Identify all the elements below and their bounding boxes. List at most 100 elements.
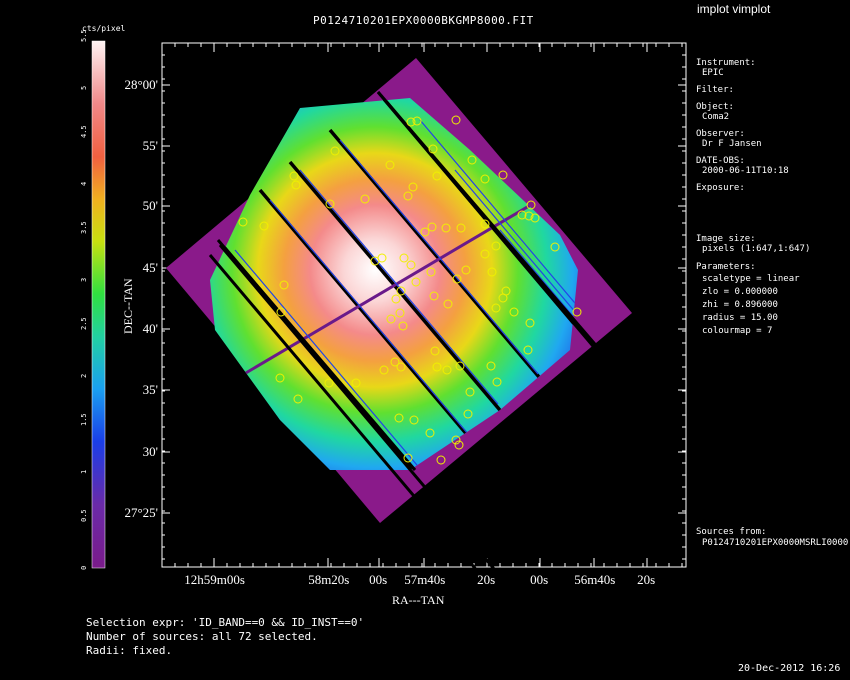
source-marker	[399, 253, 409, 263]
source-marker	[467, 155, 477, 165]
y-tick-label: 28°00'	[124, 77, 158, 92]
source-marker	[427, 222, 437, 232]
colorbar-tick-label: 5.5	[80, 29, 88, 42]
source-marker	[480, 174, 490, 184]
colorbar-tick-label: 1	[80, 469, 88, 474]
source-marker	[379, 365, 389, 375]
x-axis-label: RA---TAN	[392, 593, 445, 607]
y-tick-label: 30'	[142, 444, 158, 459]
app-label: implot vimplot	[697, 2, 771, 16]
source-marker	[403, 453, 413, 463]
x-tick-label: 20s	[477, 572, 496, 587]
source-marker	[452, 274, 462, 284]
x-tick-label: 56m40s	[574, 572, 616, 587]
x-tick-label: 57m40s	[404, 572, 446, 587]
x-tick-label: 58m20s	[308, 572, 350, 587]
source-marker	[526, 200, 536, 210]
source-marker	[480, 219, 490, 229]
info-label: Object:	[696, 102, 734, 112]
info-label: Observer:	[696, 129, 745, 139]
source-marker	[530, 213, 540, 223]
source-marker	[391, 294, 401, 304]
source-marker	[451, 115, 461, 125]
source-marker	[395, 308, 405, 318]
timestamp: 20-Dec-2012 16:26	[738, 663, 841, 674]
plot-title: P0124710201EPX0000BKGMP8000.FIT	[313, 14, 534, 27]
source-marker	[486, 361, 496, 371]
source-marker	[454, 440, 464, 450]
footer-radii: Radii: fixed.	[86, 644, 173, 657]
source-marker	[524, 211, 534, 221]
source-marker	[456, 223, 466, 233]
source-marker	[523, 345, 533, 355]
parameter-line: zhi = 0.896000	[702, 300, 778, 310]
source-marker	[411, 277, 421, 287]
y-tick-label: 45'	[142, 260, 158, 275]
source-marker	[436, 455, 446, 465]
parameter-line: scaletype = linear	[702, 274, 800, 284]
source-marker	[330, 146, 340, 156]
source-marker	[491, 303, 501, 313]
source-marker	[441, 223, 451, 233]
source-marker	[396, 362, 406, 372]
colorbar-tick-label: 0	[80, 565, 88, 570]
source-marker	[525, 318, 535, 328]
parameter-line: colourmap = 7	[702, 326, 773, 336]
source-marker	[259, 221, 269, 231]
footer-source-count: Number of sources: all 72 selected.	[86, 630, 318, 643]
info-label: Exposure:	[696, 183, 745, 193]
image-size-value: pixels (1:647,1:647)	[702, 244, 811, 254]
y-tick-label: 40'	[142, 321, 158, 336]
info-label: DATE-OBS:	[696, 156, 745, 166]
source-marker	[487, 267, 497, 277]
colorbar-tick-label: 3.5	[80, 221, 88, 234]
sources-label: Sources from:	[696, 527, 767, 537]
source-marker	[425, 428, 435, 438]
parameter-line: radius = 15.00	[702, 313, 778, 323]
source-marker	[360, 194, 370, 204]
source-marker	[463, 409, 473, 419]
source-marker	[461, 265, 471, 275]
colorbar-tick-label: 2	[80, 373, 88, 378]
source-marker	[386, 314, 396, 324]
y-tick-label: 27°25'	[124, 505, 158, 520]
colorbar-tick-label: 1.5	[80, 413, 88, 426]
source-marker	[406, 260, 416, 270]
source-marker	[398, 321, 408, 331]
source-marker	[390, 357, 400, 367]
colorbar-tick-label: 0.5	[80, 509, 88, 522]
source-marker	[394, 413, 404, 423]
info-value: Dr F Jansen	[702, 139, 762, 149]
colorbar-tick-label: 4.5	[80, 125, 88, 138]
y-axis-label: DEC--TAN	[121, 278, 135, 334]
source-marker	[385, 160, 395, 170]
footer-selection-expr: Selection expr: 'ID_BAND==0 && ID_INST==…	[86, 616, 365, 629]
source-marker	[451, 435, 461, 445]
source-marker	[409, 415, 419, 425]
info-label: Instrument:	[696, 58, 756, 68]
source-marker	[275, 373, 285, 383]
source-marker	[289, 171, 299, 181]
parameter-line: zlo = 0.000000	[702, 287, 778, 297]
image-size-label: Image size:	[696, 234, 756, 244]
x-tick-label: 20s	[637, 572, 656, 587]
info-value: EPIC	[702, 68, 724, 78]
source-marker	[420, 227, 430, 237]
source-marker	[279, 280, 289, 290]
colorbar-tick-label: 2.5	[80, 317, 88, 330]
source-marker	[351, 378, 361, 388]
colorbar	[92, 41, 105, 568]
source-marker	[443, 299, 453, 309]
source-marker	[406, 117, 416, 127]
y-tick-label: 55'	[142, 138, 158, 153]
source-marker	[455, 361, 465, 371]
source-marker	[442, 365, 452, 375]
source-marker	[276, 307, 286, 317]
source-marker	[498, 293, 508, 303]
source-marker	[491, 241, 501, 251]
info-label: Filter:	[696, 85, 734, 95]
x-tick-label: 12h59m00s	[184, 572, 245, 587]
y-tick-label: 50'	[142, 198, 158, 213]
source-marker	[509, 307, 519, 317]
